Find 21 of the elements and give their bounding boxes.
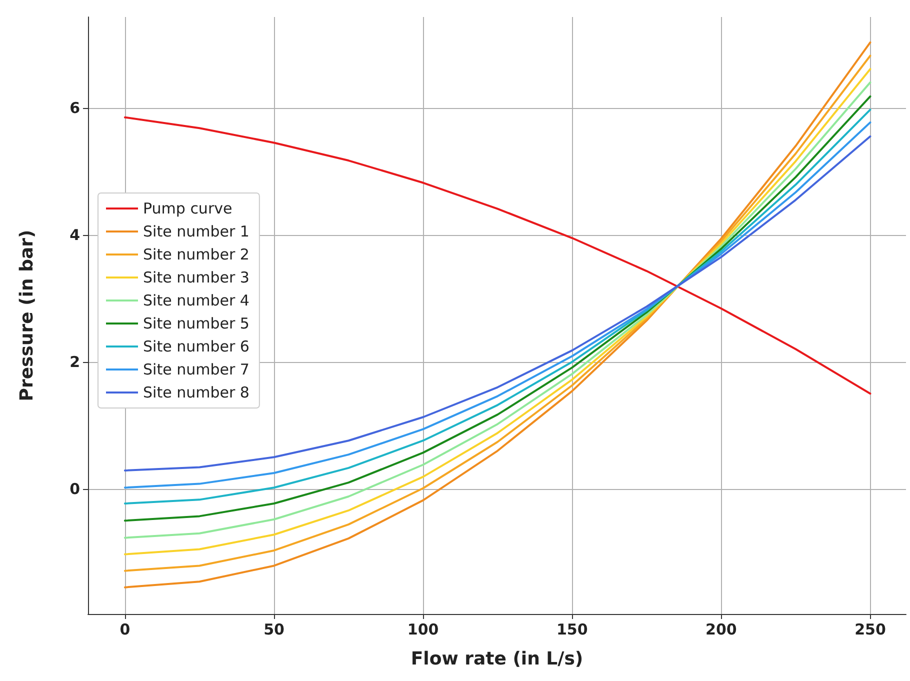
legend-label: Site number 7 <box>143 360 250 378</box>
legend-label: Site number 4 <box>143 292 250 310</box>
x-tick-label: 200 <box>706 620 737 638</box>
y-tick-label: 2 <box>70 352 80 371</box>
legend-label: Site number 3 <box>143 268 250 286</box>
legend-label: Site number 8 <box>143 384 250 402</box>
legend-label: Pump curve <box>143 200 232 218</box>
legend-label: Site number 5 <box>143 314 250 332</box>
y-tick-label: 6 <box>70 98 80 117</box>
y-axis-title: Pressure (in bar) <box>16 230 38 402</box>
x-tick-label: 250 <box>854 620 886 638</box>
x-tick-label: 100 <box>407 620 439 638</box>
legend-label: Site number 1 <box>143 222 250 240</box>
x-axis-title: Flow rate (in L/s) <box>410 648 584 670</box>
legend-label: Site number 2 <box>143 246 250 264</box>
x-tick-label: 50 <box>264 620 284 638</box>
x-tick-label: 0 <box>120 620 130 638</box>
y-tick-label: 4 <box>70 226 80 244</box>
x-tick-label: 150 <box>556 620 588 638</box>
y-tick-label: 0 <box>70 480 80 498</box>
legend-label: Site number 6 <box>143 338 250 356</box>
